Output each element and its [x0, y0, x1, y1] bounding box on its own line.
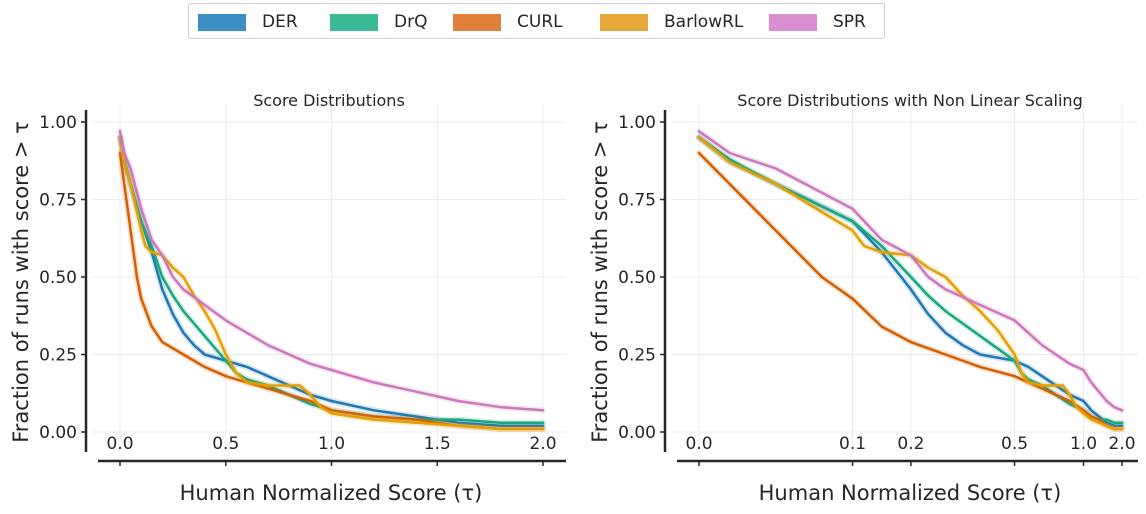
legend-item-curl: CURL: [453, 12, 563, 32]
x-tick-label: 0.5: [1001, 434, 1028, 454]
x-tick-label: 1.0: [1070, 434, 1097, 454]
y-tick-label: 0.50: [618, 268, 656, 288]
legend-label: DER: [262, 12, 298, 32]
legend-swatch: [198, 13, 246, 31]
chart-panel-1: 0.00 0.25 0.50 0.75 1.00 0.0 0.5 1.0 1.5 2.0 Score…: [9, 91, 566, 505]
legend: DER DrQ CURL BarlowRL SPR: [188, 3, 885, 39]
x-tick-label: 0.0: [106, 434, 133, 454]
x-tick-label: 0.0: [685, 434, 712, 454]
legend-item-spr: SPR: [769, 12, 866, 32]
x-tick-label: 0.5: [212, 434, 239, 454]
series-line-spr: [697, 130, 1124, 412]
y-tick-label: 0.00: [618, 423, 656, 443]
legend-label: DrQ: [394, 12, 428, 32]
legend-swatch: [600, 13, 648, 31]
y-tick-label: 0.25: [618, 346, 656, 366]
y-tick-label: 1.00: [618, 113, 656, 133]
series-line-barlowrl: [118, 136, 545, 431]
y-tick-label: 1.00: [39, 113, 77, 133]
chart-title: Score Distributions with Non Linear Scal…: [737, 91, 1082, 110]
y-axis-label: Fraction of runs with score > τ: [588, 121, 612, 443]
chart-panel-2: 0.00 0.25 0.50 0.75 1.00 0.0 0.1 0.2 0.5 1.0 2.0 Sc…: [588, 91, 1138, 505]
legend-item-barlowrl: BarlowRL: [600, 12, 743, 32]
x-tick-label: 2.0: [529, 434, 556, 454]
chart-title: Score Distributions: [253, 91, 405, 110]
y-tick-label: 0.00: [39, 423, 77, 443]
y-tick-label: 0.25: [39, 346, 77, 366]
legend-item-drq: DrQ: [330, 12, 427, 32]
legend-item-der: DER: [198, 12, 298, 32]
x-axis-label: Human Normalized Score (τ): [759, 481, 1062, 505]
series-line-curl: [118, 151, 545, 431]
y-axis-label: Fraction of runs with score > τ: [9, 121, 33, 443]
x-tick-label: 0.2: [897, 434, 924, 454]
legend-swatch: [330, 13, 378, 31]
legend-label: SPR: [833, 12, 866, 32]
x-tick-label: 1.5: [424, 434, 451, 454]
x-axis-label: Human Normalized Score (τ): [180, 481, 483, 505]
x-tick-label: 1.0: [318, 434, 345, 454]
y-tick-label: 0.75: [39, 191, 77, 211]
y-tick-label: 0.50: [39, 268, 77, 288]
legend-swatch: [453, 13, 501, 31]
series-line-barlowrl: [697, 136, 1124, 431]
legend-label: BarlowRL: [664, 12, 744, 32]
series-line-curl: [697, 151, 1124, 431]
y-tick-label: 0.75: [618, 191, 656, 211]
x-tick-label: 2.0: [1108, 434, 1135, 454]
x-tick-label: 0.1: [839, 434, 866, 454]
legend-swatch: [769, 13, 817, 31]
legend-label: CURL: [517, 12, 563, 32]
series-line-spr: [118, 130, 545, 412]
